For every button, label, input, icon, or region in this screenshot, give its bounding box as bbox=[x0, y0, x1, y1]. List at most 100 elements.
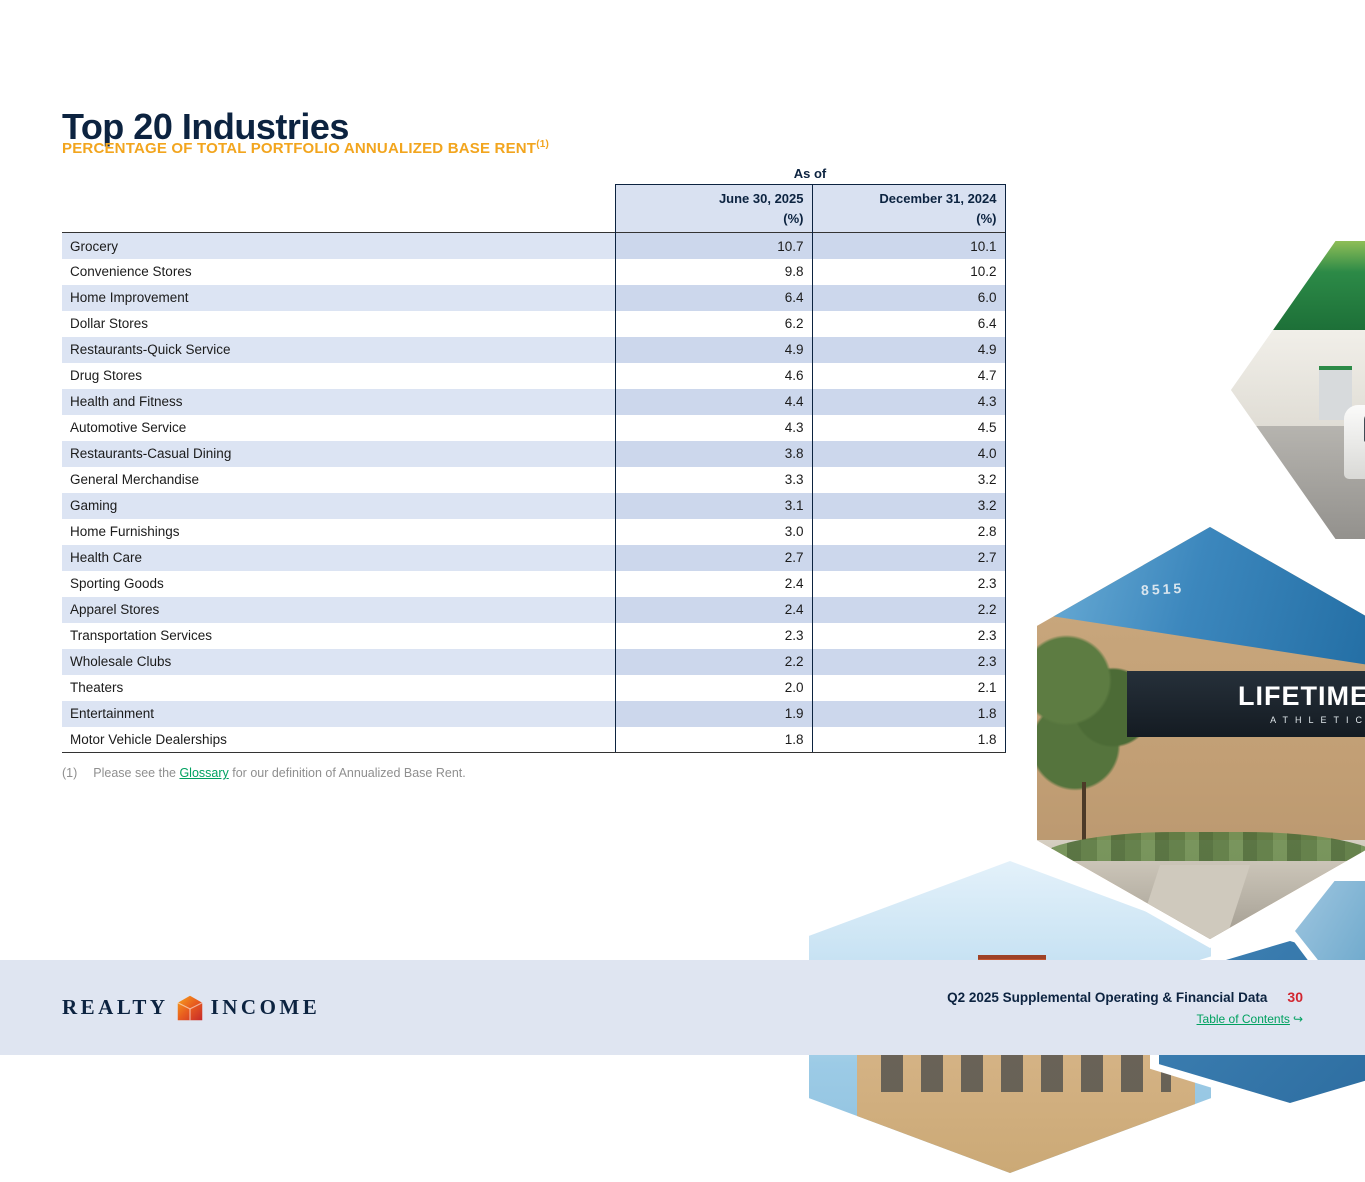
footnote-marker: (1) bbox=[62, 766, 78, 780]
dec-value-cell: 2.3 bbox=[811, 622, 1006, 649]
industry-cell: Drug Stores bbox=[62, 362, 615, 389]
building-number-text: 8515 bbox=[1140, 579, 1185, 598]
realty-income-gem-icon bbox=[177, 995, 203, 1020]
jun-value-cell: 4.3 bbox=[614, 414, 812, 441]
jun-value-cell: 3.3 bbox=[614, 466, 812, 493]
dec-value-cell: 2.2 bbox=[811, 596, 1006, 623]
table-row: Gaming 3.1 3.2 bbox=[62, 492, 1006, 519]
dec-value-cell: 10.2 bbox=[811, 258, 1006, 285]
doc-title: Q2 2025 Supplemental Operating & Financi… bbox=[947, 990, 1268, 1005]
industry-cell: Automotive Service bbox=[62, 414, 615, 441]
lifetime-sign: LIFETIME ATHLETIC bbox=[1126, 671, 1365, 738]
footnote: (1) Please see the Glossary for our defin… bbox=[62, 766, 466, 780]
industry-cell: Sporting Goods bbox=[62, 570, 615, 597]
logo-word-income: INCOME bbox=[210, 995, 321, 1019]
industries-table: June 30, 2025 (%) December 31, 2024 (%) … bbox=[62, 183, 1006, 754]
industries-table-container: June 30, 2025 (%) December 31, 2024 (%) … bbox=[62, 183, 1006, 754]
footnote-text-suffix: for our definition of Annualized Base Re… bbox=[228, 766, 466, 780]
industry-cell: Dollar Stores bbox=[62, 310, 615, 337]
industry-cell: Home Furnishings bbox=[62, 518, 615, 545]
footer-doc-line: Q2 2025 Supplemental Operating & Financi… bbox=[947, 989, 1303, 1005]
jun-value-cell: 2.2 bbox=[614, 648, 812, 675]
footnote-text-prefix: Please see the bbox=[93, 766, 180, 780]
column-unit: (%) bbox=[783, 211, 804, 227]
property-photo-lifetime: 8515 LIFETIME ATHLETIC bbox=[1028, 518, 1365, 948]
dec-value-cell: 3.2 bbox=[811, 492, 1006, 519]
jun-value-cell: 2.7 bbox=[614, 544, 812, 571]
jun-value-cell: 2.4 bbox=[614, 570, 812, 597]
dec-value-cell: 6.0 bbox=[811, 284, 1006, 311]
table-row: Theaters 2.0 2.1 bbox=[62, 674, 1006, 701]
footer-bar: REALTY INCOME Q2 2025 Supplemental Opera… bbox=[0, 960, 1365, 1055]
industry-cell: Grocery bbox=[62, 232, 615, 259]
table-row: Entertainment 1.9 1.8 bbox=[62, 700, 1006, 727]
industry-cell: Home Improvement bbox=[62, 284, 615, 311]
jun-value-cell: 9.8 bbox=[614, 258, 812, 285]
industry-cell: Convenience Stores bbox=[62, 258, 615, 285]
dec-value-cell: 4.3 bbox=[811, 388, 1006, 415]
dec-value-cell: 4.9 bbox=[811, 336, 1006, 363]
table-row: Restaurants-Casual Dining 3.8 4.0 bbox=[62, 440, 1006, 467]
jun-value-cell: 4.4 bbox=[614, 388, 812, 415]
jun-value-cell: 4.6 bbox=[614, 362, 812, 389]
dec-value-cell: 2.7 bbox=[811, 544, 1006, 571]
dec-value-cell: 3.2 bbox=[811, 466, 1006, 493]
glossary-link[interactable]: Glossary bbox=[179, 766, 229, 780]
footer-toc-line: Table of Contents ↪ bbox=[947, 1012, 1303, 1026]
table-row: Grocery 10.7 10.1 bbox=[62, 232, 1006, 259]
jun-value-cell: 1.8 bbox=[614, 726, 812, 754]
industry-cell: Motor Vehicle Dealerships bbox=[62, 726, 615, 754]
jun-value-cell: 4.9 bbox=[614, 336, 812, 363]
table-row: Convenience Stores 9.8 10.2 bbox=[62, 258, 1006, 285]
jun-value-cell: 3.0 bbox=[614, 518, 812, 545]
table-row: Automotive Service 4.3 4.5 bbox=[62, 414, 1006, 441]
dec-value-cell: 2.1 bbox=[811, 674, 1006, 701]
dec-value-cell: 2.3 bbox=[811, 570, 1006, 597]
as-of-label: As of bbox=[793, 166, 827, 181]
table-row: Restaurants-Quick Service 4.9 4.9 bbox=[62, 336, 1006, 363]
jun-value-cell: 1.9 bbox=[614, 700, 812, 727]
lifetime-sign-subtext: ATHLETIC bbox=[1270, 715, 1365, 726]
industry-cell: Restaurants-Casual Dining bbox=[62, 440, 615, 467]
toc-arrow-icon: ↪ bbox=[1292, 1012, 1303, 1026]
industry-cell: Apparel Stores bbox=[62, 596, 615, 623]
footer-right: Q2 2025 Supplemental Operating & Financi… bbox=[947, 989, 1303, 1026]
industry-cell: Health and Fitness bbox=[62, 388, 615, 415]
industry-table-body: Grocery 10.7 10.1 Convenience Stores 9.8 10.2… bbox=[62, 232, 1006, 754]
jun-value-cell: 2.4 bbox=[614, 596, 812, 623]
jun-value-cell: 2.3 bbox=[614, 622, 812, 649]
table-row: Transportation Services 2.3 2.3 bbox=[62, 622, 1006, 649]
industry-cell: Theaters bbox=[62, 674, 615, 701]
column-header-june-30-2025: June 30, 2025 (%) bbox=[614, 183, 813, 233]
dec-value-cell: 1.8 bbox=[811, 726, 1006, 754]
dec-value-cell: 1.8 bbox=[811, 700, 1006, 727]
table-header-row: June 30, 2025 (%) December 31, 2024 (%) bbox=[62, 183, 1006, 233]
table-of-contents-link[interactable]: Table of Contents ↪ bbox=[1197, 1012, 1303, 1026]
table-row: Health and Fitness 4.4 4.3 bbox=[62, 388, 1006, 415]
lifetime-sign-text: LIFETIME bbox=[1238, 681, 1365, 712]
industry-cell: Wholesale Clubs bbox=[62, 648, 615, 675]
tree-trunk bbox=[1081, 782, 1086, 853]
header-spacer bbox=[62, 185, 615, 233]
industry-cell: Restaurants-Quick Service bbox=[62, 336, 615, 363]
column-label: June 30, 2025 bbox=[718, 191, 804, 206]
subtitle-footnote-marker: (1) bbox=[536, 139, 550, 150]
table-row: Apparel Stores 2.4 2.2 bbox=[62, 596, 1006, 623]
page-subtitle-text: PERCENTAGE OF TOTAL PORTFOLIO ANNUALIZED… bbox=[62, 140, 537, 157]
dec-value-cell: 6.4 bbox=[811, 310, 1006, 337]
dec-value-cell: 2.8 bbox=[811, 518, 1006, 545]
column-unit: (%) bbox=[976, 211, 997, 227]
table-row: Sporting Goods 2.4 2.3 bbox=[62, 570, 1006, 597]
column-header-december-31-2024: December 31, 2024 (%) bbox=[811, 183, 1006, 233]
jun-value-cell: 6.2 bbox=[614, 310, 812, 337]
dec-value-cell: 4.5 bbox=[811, 414, 1006, 441]
jun-value-cell: 6.4 bbox=[614, 284, 812, 311]
logo-word-realty: REALTY bbox=[62, 995, 169, 1019]
realty-income-logo: REALTY INCOME bbox=[62, 994, 320, 1022]
page-title: Top 20 Industries bbox=[62, 106, 349, 148]
industry-cell: Gaming bbox=[62, 492, 615, 519]
table-of-contents-text: Table of Contents bbox=[1196, 1012, 1290, 1026]
page-number: 30 bbox=[1287, 989, 1303, 1005]
industry-cell: Entertainment bbox=[62, 700, 615, 727]
dec-value-cell: 4.0 bbox=[811, 440, 1006, 467]
